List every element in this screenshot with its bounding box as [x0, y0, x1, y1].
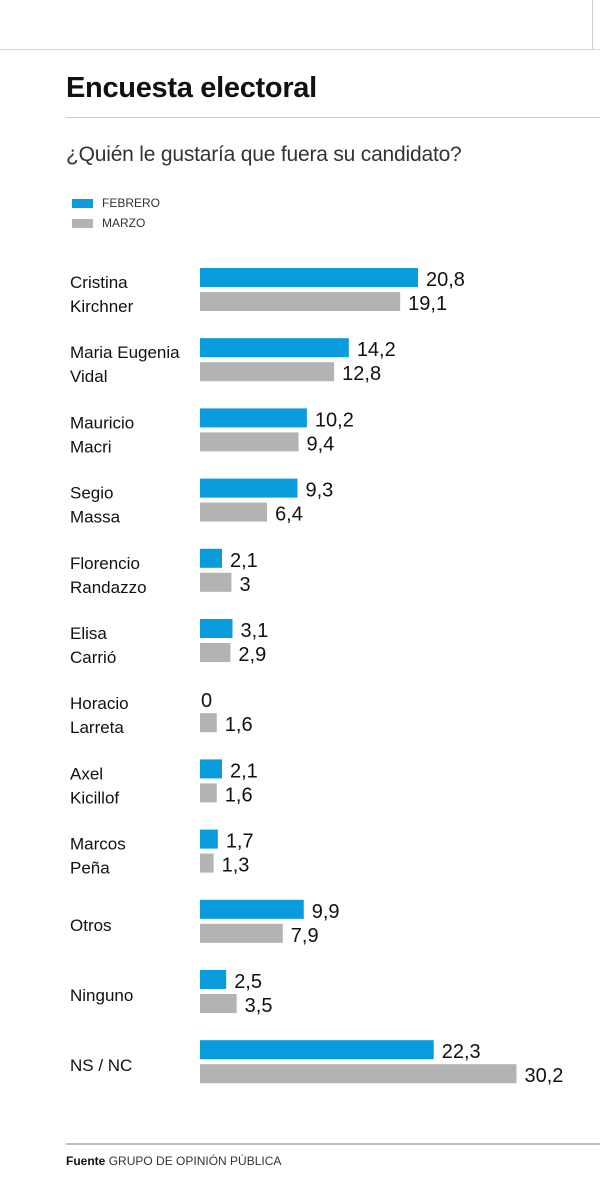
legend: FEBRERO MARZO	[72, 193, 160, 233]
value-label-marzo-horacio-larreta: 1,6	[225, 714, 253, 736]
bar-febrero-cristina-kirchner	[200, 268, 418, 287]
bar-marzo-florencio-randazzo	[200, 572, 232, 592]
bar-febrero-maria-eugenia-vidal	[200, 338, 349, 358]
bar-marzo-otros	[200, 923, 283, 943]
category-label-marcos-pe-a: Marcos	[70, 835, 126, 854]
footer-source: Fuente GRUPO DE OPINIÓN PÚBLICA	[66, 1154, 281, 1168]
value-label-marzo-mauricio-macri: 9,4	[307, 433, 335, 455]
bar-marzo-marcos-pe-a	[200, 853, 214, 873]
category-label-cristina-kirchner: Kirchner	[70, 297, 134, 316]
category-label-mauricio-macri: Macri	[70, 437, 112, 456]
category-label-axel-kicillof: Axel	[70, 764, 103, 783]
chart-title: Encuesta electoral	[66, 72, 317, 104]
value-label-febrero-mauricio-macri: 10,2	[315, 409, 354, 431]
bar-febrero-elisa-carri	[200, 619, 233, 638]
bar-marzo-ninguno	[200, 994, 237, 1013]
value-label-febrero-maria-eugenia-vidal: 14,2	[357, 339, 396, 361]
value-label-febrero-marcos-pe-a: 1,7	[226, 831, 254, 853]
bar-febrero-axel-kicillof	[200, 759, 223, 779]
bar-febrero-ns-nc	[200, 1040, 434, 1060]
category-label-maria-eugenia-vidal: Maria Eugenia	[70, 343, 180, 362]
bar-marzo-cristina-kirchner	[200, 292, 401, 311]
legend-swatch-marzo	[72, 218, 93, 228]
bar-febrero-marcos-pe-a	[200, 829, 218, 849]
value-label-marzo-florencio-randazzo: 3	[239, 574, 250, 596]
legend-item-febrero: FEBRERO	[72, 193, 160, 213]
value-label-febrero-cristina-kirchner: 20,8	[426, 269, 465, 291]
value-label-febrero-horacio-larreta: 0	[201, 690, 212, 712]
top-rule	[0, 0, 600, 50]
bar-febrero-segio-massa	[200, 478, 298, 498]
bar-marzo-horacio-larreta	[200, 713, 217, 733]
category-label-marcos-pe-a: Peña	[70, 859, 110, 878]
legend-item-marzo: MARZO	[72, 213, 160, 233]
category-label-mauricio-macri: Mauricio	[70, 413, 134, 432]
value-label-marzo-ns-nc: 30,2	[524, 1065, 563, 1087]
category-label-axel-kicillof: Kicillof	[70, 788, 119, 807]
value-label-febrero-florencio-randazzo: 2,1	[230, 550, 258, 572]
value-label-marzo-ninguno: 3,5	[245, 995, 273, 1017]
category-label-segio-massa: Segio	[70, 484, 113, 503]
footer-source-text: GRUPO DE OPINIÓN PÚBLICA	[108, 1154, 282, 1168]
value-label-marzo-cristina-kirchner: 19,1	[408, 293, 447, 315]
bar-marzo-mauricio-macri	[200, 432, 299, 452]
legend-swatch-febrero	[72, 198, 93, 208]
value-label-febrero-ns-nc: 22,3	[442, 1041, 481, 1063]
value-label-febrero-segio-massa: 9,3	[305, 480, 333, 502]
bar-marzo-segio-massa	[200, 502, 268, 522]
value-label-marzo-segio-massa: 6,4	[275, 504, 303, 526]
category-label-segio-massa: Massa	[70, 508, 121, 527]
bar-chart: Cristina Kirchner 20,819,1 Maria Eugenia Vid…	[70, 268, 563, 1087]
category-label-maria-eugenia-vidal: Vidal	[70, 367, 108, 386]
bar-febrero-otros	[200, 899, 304, 919]
value-label-febrero-ninguno: 2,5	[234, 971, 262, 993]
value-label-marzo-maria-eugenia-vidal: 12,8	[342, 363, 381, 385]
value-label-marzo-otros: 7,9	[291, 925, 319, 947]
bar-febrero-florencio-randazzo	[200, 548, 223, 568]
bar-marzo-maria-eugenia-vidal	[200, 362, 335, 382]
value-label-marzo-marcos-pe-a: 1,3	[222, 855, 250, 877]
footer-label: Fuente	[66, 1154, 106, 1168]
value-label-febrero-otros: 9,9	[312, 901, 340, 923]
bar-marzo-elisa-carri	[200, 643, 231, 662]
top-rule-divider	[592, 0, 593, 49]
legend-label-marzo: MARZO	[102, 216, 146, 230]
footer-divider	[66, 1143, 600, 1145]
value-label-marzo-axel-kicillof: 1,6	[225, 784, 253, 806]
category-label-elisa-carri: Carrió	[70, 648, 116, 667]
bar-febrero-ninguno	[200, 970, 227, 989]
category-label-elisa-carri: Elisa	[70, 624, 107, 643]
category-label-cristina-kirchner: Cristina	[70, 273, 128, 292]
category-label-florencio-randazzo: Florencio	[70, 554, 140, 573]
chart-subtitle: ¿Quién le gustaría que fuera su candidat…	[66, 143, 462, 166]
value-label-febrero-elisa-carri: 3,1	[240, 620, 268, 642]
category-label-horacio-larreta: Horacio	[70, 694, 129, 713]
category-label-horacio-larreta: Larreta	[70, 718, 124, 737]
value-label-marzo-elisa-carri: 2,9	[238, 644, 266, 666]
bar-marzo-axel-kicillof	[200, 783, 217, 803]
legend-label-febrero: FEBRERO	[102, 196, 161, 210]
category-label-ns-nc: NS / NC	[70, 1056, 132, 1075]
category-label-otros: Otros	[70, 916, 112, 935]
bar-marzo-ns-nc	[200, 1064, 517, 1084]
title-divider	[66, 117, 600, 118]
category-label-ninguno: Ninguno	[70, 986, 133, 1005]
bar-febrero-mauricio-macri	[200, 408, 307, 428]
value-label-febrero-axel-kicillof: 2,1	[230, 760, 258, 782]
category-label-florencio-randazzo: Randazzo	[70, 578, 147, 597]
